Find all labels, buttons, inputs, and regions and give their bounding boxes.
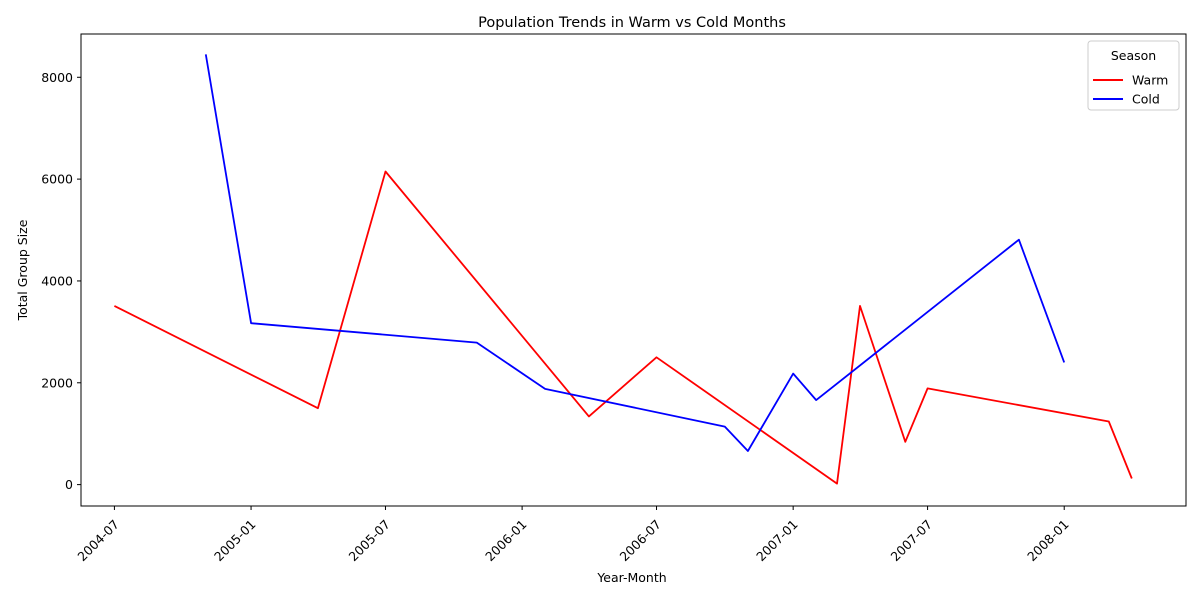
x-tick-label: 2005-01 — [211, 517, 259, 565]
x-tick-label: 2005-07 — [345, 517, 393, 565]
y-axis: 0 2000 4000 6000 8000 — [41, 70, 81, 492]
x-tick-label: 2008-01 — [1024, 517, 1072, 565]
y-tick-label: 6000 — [41, 172, 73, 187]
x-axis-label: Year-Month — [596, 570, 666, 585]
legend-label-warm: Warm — [1132, 73, 1168, 88]
y-tick-label: 4000 — [41, 273, 73, 288]
y-tick-label: 8000 — [41, 70, 73, 85]
x-axis: 2004-07 2005-01 2005-07 2006-01 2006-07 2007-… — [74, 506, 1072, 565]
legend: Season Warm Cold — [1087, 40, 1180, 111]
chart-title: Population Trends in Warm vs Cold Months — [478, 15, 786, 31]
series-line-warm — [113, 170, 1133, 485]
legend-title: Season — [1111, 48, 1156, 63]
x-tick-label: 2006-01 — [482, 517, 530, 565]
y-tick-label: 0 — [65, 477, 73, 492]
y-tick-label: 2000 — [41, 375, 73, 390]
series-line-cold — [204, 54, 1066, 452]
y-axis-label: Total Group Size — [15, 219, 30, 321]
x-tick-label: 2007-01 — [753, 517, 801, 565]
legend-box — [1087, 40, 1180, 111]
x-tick-label: 2006-07 — [617, 517, 665, 565]
x-tick-label: 2007-07 — [888, 517, 936, 565]
legend-label-cold: Cold — [1132, 92, 1160, 107]
plot-area-frame — [80, 33, 1187, 507]
x-tick-label: 2004-07 — [74, 517, 122, 565]
series-layer — [113, 54, 1133, 485]
